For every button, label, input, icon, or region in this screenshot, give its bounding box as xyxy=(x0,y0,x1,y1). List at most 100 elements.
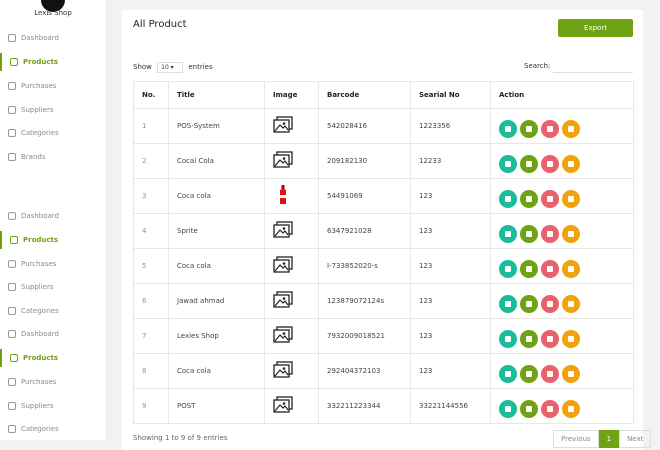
print-button[interactable] xyxy=(562,400,580,418)
page-button[interactable]: Previous xyxy=(553,430,599,448)
print-button[interactable] xyxy=(562,260,580,278)
actions xyxy=(490,388,634,424)
delete-button[interactable] xyxy=(541,225,559,243)
menu-item[interactable]: Suppliers xyxy=(0,278,106,296)
product-title: Coca cola xyxy=(168,248,265,284)
button-icon xyxy=(526,371,532,377)
actions xyxy=(490,108,634,144)
delete-button[interactable] xyxy=(541,295,559,313)
button-icon xyxy=(547,371,553,377)
menu-label: Suppliers xyxy=(21,402,54,410)
product-title: Cocal Cola xyxy=(168,143,265,179)
menu-item[interactable]: Brands xyxy=(0,148,106,166)
button-icon xyxy=(568,231,574,237)
menu-item[interactable]: Categories xyxy=(0,124,106,142)
serial-no: 123 xyxy=(410,353,491,389)
button-icon xyxy=(547,196,553,202)
menu-icon xyxy=(8,82,16,90)
edit-button[interactable] xyxy=(499,225,517,243)
delete-button[interactable] xyxy=(541,400,559,418)
button-icon xyxy=(505,196,511,202)
details-button[interactable] xyxy=(520,365,538,383)
menu-icon xyxy=(8,106,16,114)
print-button[interactable] xyxy=(562,155,580,173)
menu-item[interactable]: Purchases xyxy=(0,255,106,273)
details-button[interactable] xyxy=(520,295,538,313)
delete-button[interactable] xyxy=(541,330,559,348)
print-button[interactable] xyxy=(562,120,580,138)
menu-item[interactable]: Products xyxy=(0,53,106,71)
print-button[interactable] xyxy=(562,295,580,313)
image-icon xyxy=(273,396,293,413)
image-icon xyxy=(273,361,293,378)
menu-icon xyxy=(10,236,18,244)
button-icon xyxy=(568,161,574,167)
edit-button[interactable] xyxy=(499,330,517,348)
edit-button[interactable] xyxy=(499,120,517,138)
edit-button[interactable] xyxy=(499,400,517,418)
menu-item[interactable]: Products xyxy=(0,231,106,249)
print-button[interactable] xyxy=(562,330,580,348)
menu-item[interactable]: Purchases xyxy=(0,77,106,95)
details-button[interactable] xyxy=(520,190,538,208)
actions xyxy=(490,248,634,284)
table-row: 6 Jawad ahmad 123879072124s 123 xyxy=(133,283,634,319)
menu-item[interactable]: Suppliers xyxy=(0,101,106,119)
delete-button[interactable] xyxy=(541,120,559,138)
brand: Lexis Shop xyxy=(34,9,72,17)
edit-button[interactable] xyxy=(499,190,517,208)
button-icon xyxy=(547,266,553,272)
button-icon xyxy=(547,301,553,307)
details-button[interactable] xyxy=(520,330,538,348)
menu-item[interactable]: Categories xyxy=(0,302,106,320)
page-title: All Product xyxy=(133,19,187,30)
details-button[interactable] xyxy=(520,225,538,243)
export-button[interactable]: Export xyxy=(558,19,633,37)
entries-select[interactable]: 10 ▾ xyxy=(157,62,184,73)
barcode: 6347921028 xyxy=(318,213,411,249)
menu-item[interactable]: Dashboard xyxy=(0,325,106,343)
menu-item[interactable]: Dashboard xyxy=(0,207,106,225)
details-button[interactable] xyxy=(520,400,538,418)
menu-item[interactable]: Products xyxy=(0,349,106,367)
product-image xyxy=(264,353,319,389)
product-title: POS-System xyxy=(168,108,265,144)
delete-button[interactable] xyxy=(541,260,559,278)
serial-no: 123 xyxy=(410,248,491,284)
details-button[interactable] xyxy=(520,120,538,138)
search-input[interactable] xyxy=(553,72,633,73)
menu-label: Products xyxy=(23,354,59,362)
delete-button[interactable] xyxy=(541,155,559,173)
image-icon xyxy=(273,326,293,343)
button-icon xyxy=(505,126,511,132)
product-title: Coca cola xyxy=(168,178,265,214)
row-number: 3 xyxy=(133,178,169,214)
print-button[interactable] xyxy=(562,190,580,208)
menu-item[interactable]: Dashboard xyxy=(0,29,106,47)
print-button[interactable] xyxy=(562,365,580,383)
button-icon xyxy=(547,406,553,412)
menu-label: Dashboard xyxy=(21,330,59,338)
page-button[interactable]: 1 xyxy=(598,430,620,448)
details-button[interactable] xyxy=(520,260,538,278)
menu-item[interactable]: Suppliers xyxy=(0,397,106,415)
details-button[interactable] xyxy=(520,155,538,173)
print-button[interactable] xyxy=(562,225,580,243)
button-icon xyxy=(568,266,574,272)
menu-item[interactable]: Purchases xyxy=(0,373,106,391)
button-icon xyxy=(505,371,511,377)
menu-item[interactable]: Categories xyxy=(0,420,106,438)
product-title: POST xyxy=(168,388,265,424)
edit-button[interactable] xyxy=(499,365,517,383)
delete-button[interactable] xyxy=(541,190,559,208)
button-icon xyxy=(505,266,511,272)
menu-icon xyxy=(8,330,16,338)
row-number: 7 xyxy=(133,318,169,354)
edit-button[interactable] xyxy=(499,260,517,278)
page-button[interactable]: Next xyxy=(619,430,652,448)
edit-button[interactable] xyxy=(499,295,517,313)
edit-button[interactable] xyxy=(499,155,517,173)
delete-button[interactable] xyxy=(541,365,559,383)
card: All Product Export Show 10 ▾ entries Sea… xyxy=(122,10,652,450)
product-title: Coca cola xyxy=(168,353,265,389)
